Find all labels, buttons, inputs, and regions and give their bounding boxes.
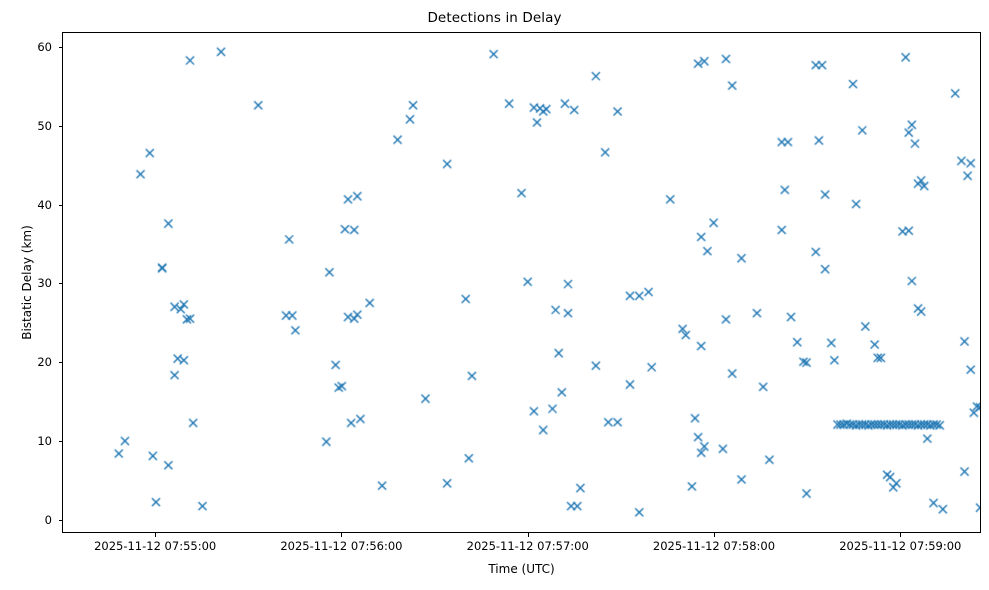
y-tick-label: 60 <box>37 39 52 54</box>
y-tick-label: 40 <box>37 197 52 212</box>
y-tick-mark <box>58 519 62 521</box>
y-tick-mark <box>58 46 62 48</box>
x-axis-label: Time (UTC) <box>488 562 555 576</box>
x-tick-label: 2025-11-12 07:56:00 <box>280 539 403 553</box>
x-tick-label: 2025-11-12 07:55:00 <box>94 539 217 553</box>
y-tick-mark <box>58 204 62 206</box>
y-tick-label: 50 <box>37 118 52 133</box>
x-tick-label: 2025-11-12 07:59:00 <box>839 539 962 553</box>
plot-axes-area <box>62 32 981 533</box>
x-tick-mark <box>341 533 343 537</box>
y-tick-mark <box>58 125 62 127</box>
y-tick-label: 30 <box>37 276 52 291</box>
y-tick-mark <box>58 440 62 442</box>
y-tick-mark <box>58 362 62 364</box>
x-tick-label: 2025-11-12 07:58:00 <box>652 539 776 553</box>
y-axis-label: Bistatic Delay (km) <box>20 225 34 340</box>
x-tick-mark <box>155 533 157 537</box>
x-tick-mark <box>900 533 902 537</box>
y-tick-mark <box>58 283 62 285</box>
y-tick-label: 20 <box>37 355 52 370</box>
y-tick-label: 0 <box>44 512 52 527</box>
chart-title: Detections in Delay <box>427 10 562 26</box>
x-tick-mark <box>713 533 715 537</box>
y-tick-label: 10 <box>37 433 52 448</box>
x-tick-label: 2025-11-12 07:57:00 <box>466 539 589 553</box>
x-tick-mark <box>527 533 529 537</box>
scatter-plot-canvas <box>63 33 980 532</box>
